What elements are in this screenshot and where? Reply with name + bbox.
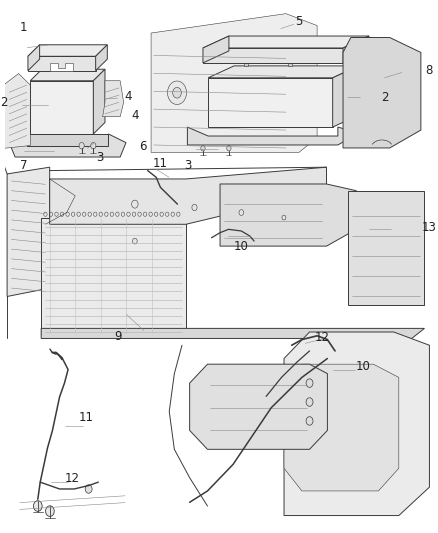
Polygon shape xyxy=(151,14,317,152)
Circle shape xyxy=(46,506,54,516)
Circle shape xyxy=(192,204,197,211)
Circle shape xyxy=(306,417,313,425)
Polygon shape xyxy=(21,134,109,146)
Polygon shape xyxy=(203,36,369,48)
Polygon shape xyxy=(41,328,424,338)
Polygon shape xyxy=(203,36,229,63)
Text: 9: 9 xyxy=(114,330,122,343)
Text: 7: 7 xyxy=(20,159,27,172)
Text: 3: 3 xyxy=(184,159,191,172)
Polygon shape xyxy=(343,36,369,63)
Polygon shape xyxy=(95,45,107,71)
Text: 4: 4 xyxy=(124,90,132,103)
Polygon shape xyxy=(41,217,186,335)
Polygon shape xyxy=(102,80,124,117)
Text: 6: 6 xyxy=(140,140,147,153)
Polygon shape xyxy=(348,191,424,305)
Text: 11: 11 xyxy=(153,157,168,171)
Circle shape xyxy=(132,200,138,208)
Text: 2: 2 xyxy=(381,91,389,104)
Text: 12: 12 xyxy=(315,331,330,344)
Text: 4: 4 xyxy=(132,109,139,122)
Text: 1: 1 xyxy=(20,21,27,34)
Polygon shape xyxy=(343,37,421,148)
Bar xyxy=(288,59,293,66)
Text: 11: 11 xyxy=(79,411,94,424)
Polygon shape xyxy=(9,134,126,157)
Polygon shape xyxy=(7,167,49,296)
Polygon shape xyxy=(208,78,333,127)
Polygon shape xyxy=(220,184,357,246)
Circle shape xyxy=(239,209,244,215)
Polygon shape xyxy=(208,66,359,78)
Text: 12: 12 xyxy=(64,472,79,485)
Polygon shape xyxy=(203,48,343,63)
Circle shape xyxy=(79,142,84,149)
Polygon shape xyxy=(187,127,359,145)
Text: 10: 10 xyxy=(356,360,371,373)
Polygon shape xyxy=(93,69,105,134)
Text: 3: 3 xyxy=(97,150,104,164)
Circle shape xyxy=(33,500,42,511)
Polygon shape xyxy=(50,63,74,71)
Circle shape xyxy=(85,484,92,493)
Polygon shape xyxy=(28,45,39,71)
Circle shape xyxy=(173,87,181,98)
Bar xyxy=(70,61,75,69)
Polygon shape xyxy=(30,69,105,80)
Circle shape xyxy=(227,146,231,151)
Polygon shape xyxy=(284,364,399,491)
Circle shape xyxy=(306,379,313,387)
Circle shape xyxy=(167,81,187,104)
Text: 10: 10 xyxy=(234,240,249,253)
Polygon shape xyxy=(333,66,359,127)
Polygon shape xyxy=(28,45,107,56)
Circle shape xyxy=(306,398,313,406)
Polygon shape xyxy=(284,332,429,515)
Bar xyxy=(244,59,248,66)
Circle shape xyxy=(133,238,137,244)
Polygon shape xyxy=(190,364,327,449)
Text: 5: 5 xyxy=(295,14,303,28)
Text: 13: 13 xyxy=(421,221,436,234)
Text: 8: 8 xyxy=(425,64,432,77)
Polygon shape xyxy=(4,74,30,148)
Circle shape xyxy=(282,215,286,220)
Bar xyxy=(47,61,52,69)
Polygon shape xyxy=(30,80,93,134)
Circle shape xyxy=(91,142,96,149)
Circle shape xyxy=(201,146,205,151)
Text: 2: 2 xyxy=(0,96,7,109)
Polygon shape xyxy=(49,167,326,224)
Polygon shape xyxy=(28,56,95,71)
